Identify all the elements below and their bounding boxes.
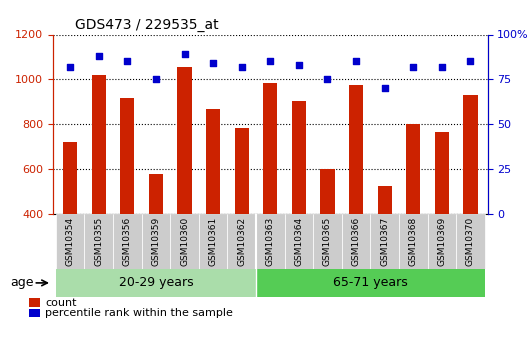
Bar bbox=[178, 67, 192, 304]
Point bbox=[66, 64, 74, 70]
Bar bbox=[149, 174, 163, 304]
Point bbox=[94, 53, 103, 59]
Point bbox=[209, 60, 217, 66]
Bar bbox=[63, 142, 77, 304]
Text: GSM10366: GSM10366 bbox=[351, 217, 360, 266]
Point bbox=[123, 59, 131, 64]
Text: GSM10365: GSM10365 bbox=[323, 217, 332, 266]
Point bbox=[438, 64, 446, 70]
Bar bbox=[120, 98, 135, 304]
Bar bbox=[349, 85, 363, 304]
Bar bbox=[256, 214, 285, 269]
Text: GSM10361: GSM10361 bbox=[209, 217, 218, 266]
Text: GDS473 / 229535_at: GDS473 / 229535_at bbox=[75, 18, 218, 32]
Text: GSM10367: GSM10367 bbox=[380, 217, 389, 266]
Bar bbox=[313, 214, 342, 269]
Bar bbox=[320, 169, 334, 304]
Text: count: count bbox=[45, 298, 76, 308]
Text: GSM10369: GSM10369 bbox=[437, 217, 446, 266]
Bar bbox=[142, 214, 170, 269]
Point bbox=[266, 59, 275, 64]
Point bbox=[180, 51, 189, 57]
Point bbox=[323, 77, 332, 82]
Text: GSM10370: GSM10370 bbox=[466, 217, 475, 266]
Point bbox=[381, 86, 389, 91]
Bar bbox=[435, 132, 449, 304]
Bar bbox=[84, 214, 113, 269]
Bar bbox=[170, 214, 199, 269]
Bar bbox=[370, 214, 399, 269]
Bar bbox=[342, 214, 370, 269]
Bar bbox=[399, 214, 428, 269]
Bar bbox=[206, 109, 220, 304]
Text: GSM10363: GSM10363 bbox=[266, 217, 275, 266]
Text: GSM10362: GSM10362 bbox=[237, 217, 246, 266]
Bar bbox=[56, 269, 256, 297]
Bar bbox=[263, 83, 277, 304]
Text: percentile rank within the sample: percentile rank within the sample bbox=[45, 308, 233, 318]
Text: GSM10364: GSM10364 bbox=[294, 217, 303, 266]
Bar bbox=[428, 214, 456, 269]
Bar bbox=[235, 128, 249, 304]
Point bbox=[237, 64, 246, 70]
Bar bbox=[113, 214, 142, 269]
Bar bbox=[456, 214, 485, 269]
Text: 20-29 years: 20-29 years bbox=[119, 276, 193, 289]
Point bbox=[352, 59, 360, 64]
Text: GSM10360: GSM10360 bbox=[180, 217, 189, 266]
Bar bbox=[377, 186, 392, 304]
Text: GSM10359: GSM10359 bbox=[152, 217, 161, 266]
Bar bbox=[463, 95, 478, 304]
Text: 65-71 years: 65-71 years bbox=[333, 276, 408, 289]
Point bbox=[295, 62, 303, 68]
Bar bbox=[285, 214, 313, 269]
Text: age: age bbox=[11, 276, 34, 289]
Bar bbox=[199, 214, 227, 269]
Bar bbox=[56, 214, 84, 269]
Text: GSM10354: GSM10354 bbox=[66, 217, 75, 266]
Text: GSM10368: GSM10368 bbox=[409, 217, 418, 266]
Bar bbox=[92, 75, 106, 304]
Bar bbox=[256, 269, 485, 297]
Point bbox=[409, 64, 418, 70]
Text: GSM10355: GSM10355 bbox=[94, 217, 103, 266]
Point bbox=[466, 59, 475, 64]
Bar bbox=[292, 101, 306, 304]
Bar bbox=[227, 214, 256, 269]
Bar bbox=[406, 124, 420, 304]
Text: GSM10356: GSM10356 bbox=[123, 217, 132, 266]
Point bbox=[152, 77, 160, 82]
